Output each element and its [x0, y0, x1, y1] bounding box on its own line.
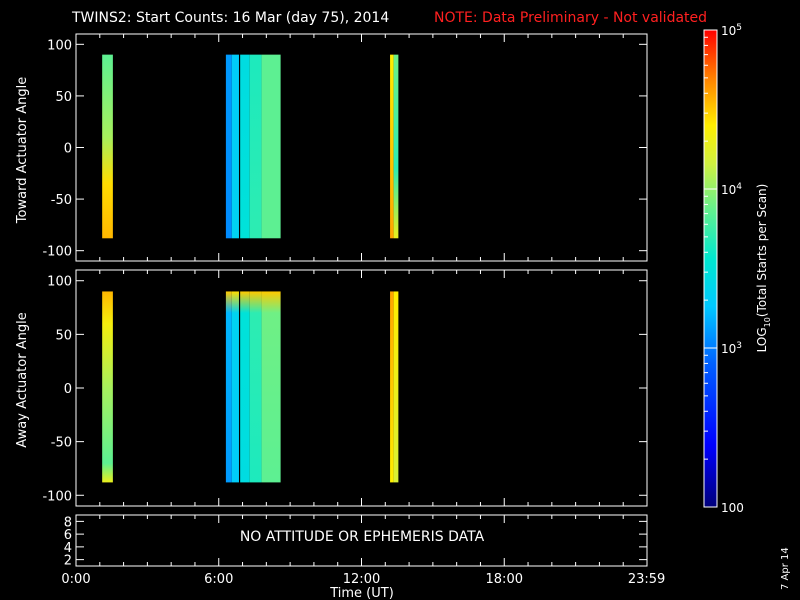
scan-block [393, 54, 399, 239]
colorbar [703, 29, 718, 508]
y-tick-label: 0 [64, 382, 72, 397]
toward-scan-blocks [102, 54, 399, 239]
toward-panel-frame [75, 33, 648, 262]
colorbar-label: LOG10(Total Starts per Scan) [755, 184, 772, 353]
colorbar-tick-label: 104 [721, 182, 742, 197]
colorbar-ticks: 100 103 104 105 [704, 23, 744, 515]
scan-block [231, 291, 239, 483]
x-axis-label: Time (UT) [329, 586, 394, 600]
away-scan-blocks [102, 291, 399, 483]
scan-block [225, 54, 232, 239]
x-tick-label: 18:00 [486, 572, 523, 587]
toward-y-axis-label: Toward Actuator Angle [15, 77, 30, 224]
scan-block [240, 54, 250, 239]
scan-block [249, 54, 262, 239]
away-y-axis-label: Away Actuator Angle [15, 312, 30, 447]
y-tick-label: -50 [51, 436, 72, 451]
scan-block [102, 54, 113, 239]
toward-angle-panel: 100 50 0 -50 -100 Toward Actuator Angle [15, 33, 648, 262]
x-tick-label: 23:59 [628, 572, 665, 587]
scan-block [240, 291, 250, 483]
y-tick-label: 8 [64, 515, 72, 530]
scan-block [390, 291, 394, 483]
y-tick-label: 50 [55, 90, 72, 105]
scan-block [261, 54, 281, 239]
x-tick-label: 12:00 [343, 572, 380, 587]
scan-block [225, 291, 232, 483]
plot-date: 7 Apr 14 [780, 547, 791, 590]
scan-block [102, 291, 113, 483]
toward-y-ticks: 100 50 0 -50 -100 [42, 34, 648, 261]
colorbar-tick-label: 100 [721, 501, 744, 515]
y-tick-label: 6 [64, 528, 72, 543]
scan-block [261, 291, 281, 483]
x-tick-label: 0:00 [61, 572, 90, 587]
away-panel-frame [75, 269, 648, 507]
no-data-message: NO ATTITUDE OR EPHEMERIS DATA [240, 529, 485, 545]
y-tick-label: 50 [55, 328, 72, 343]
y-tick-label: 4 [64, 541, 72, 556]
scan-block [390, 54, 394, 239]
colorbar-tick-label: 103 [721, 341, 742, 356]
y-tick-label: -50 [51, 193, 72, 208]
x-axis-ticks: 0:00 6:00 12:00 18:00 23:59 [61, 572, 665, 587]
y-tick-label: -100 [42, 245, 72, 260]
y-tick-label: 0 [64, 142, 72, 157]
y-tick-label: 2 [64, 554, 72, 569]
preliminary-note: NOTE: Data Preliminary - Not validated [434, 10, 707, 26]
scan-block [393, 291, 399, 483]
away-y-ticks: 100 50 0 -50 -100 [42, 270, 648, 506]
chart-title: TWINS2: Start Counts: 16 Mar (day 75), 2… [71, 10, 389, 26]
scan-block [231, 54, 239, 239]
y-tick-label: 100 [47, 38, 72, 53]
away-angle-panel: 100 50 0 -50 -100 Away Actuator Angle [15, 269, 648, 507]
colorbar-tick-label: 105 [721, 23, 742, 38]
x-tick-label: 6:00 [204, 572, 233, 587]
scan-block [249, 291, 262, 483]
y-tick-label: 100 [47, 275, 72, 290]
y-tick-label: -100 [42, 489, 72, 504]
